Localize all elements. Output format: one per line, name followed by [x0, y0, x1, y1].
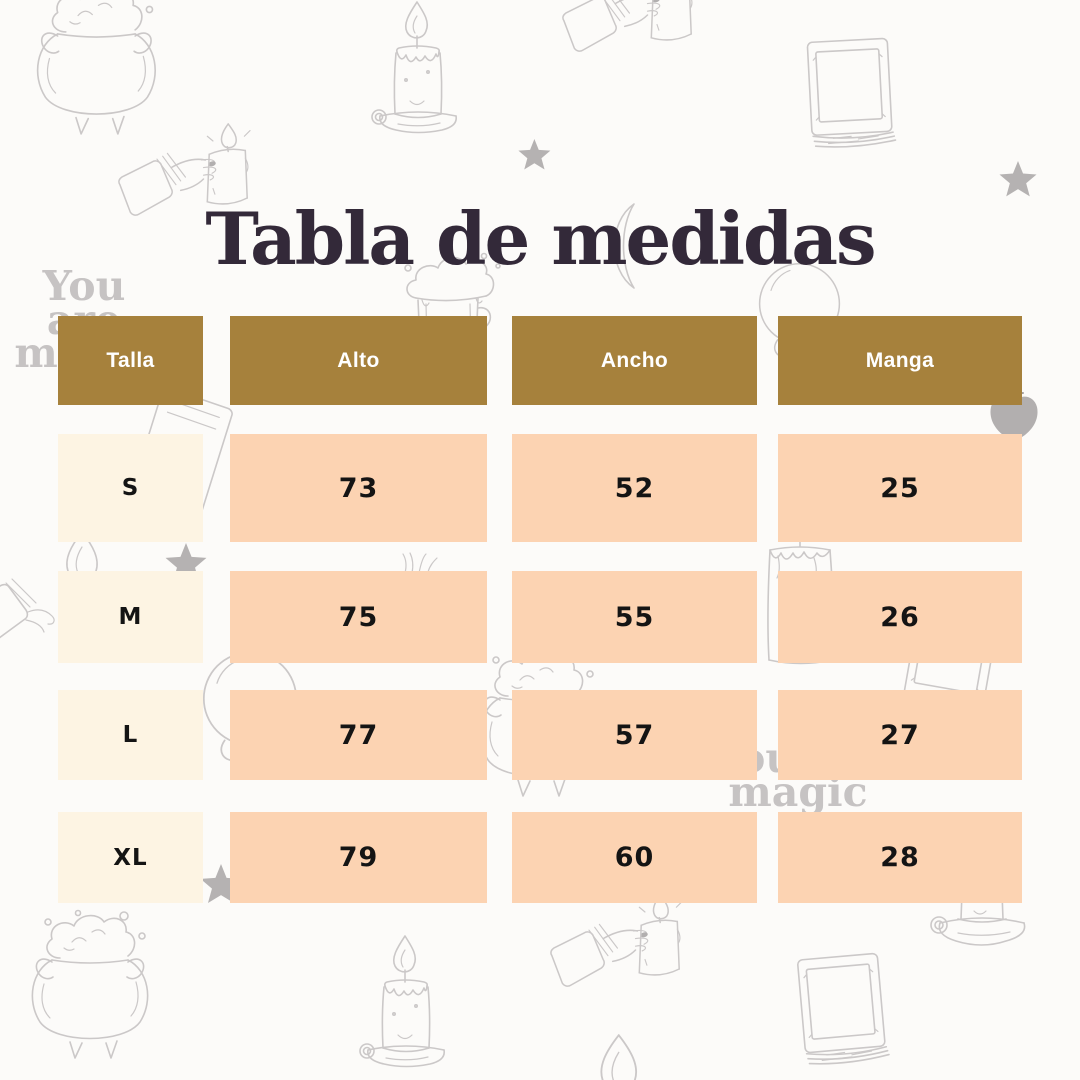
- cell-s-alto: 73: [230, 434, 487, 542]
- cell-m-talla: M: [58, 571, 203, 663]
- cell-m-manga: 26: [778, 571, 1022, 663]
- header-cell-manga: Manga: [778, 316, 1022, 405]
- grass-icon: [402, 552, 438, 574]
- header-cell-alto: Alto: [230, 316, 487, 405]
- book-icon: [796, 952, 891, 1067]
- cell-l-ancho: 57: [512, 690, 757, 780]
- cell-l-talla: L: [58, 690, 203, 780]
- header-cell-ancho: Ancho: [512, 316, 757, 405]
- cell-xl-manga: 28: [778, 812, 1022, 903]
- cell-m-ancho: 55: [512, 571, 757, 663]
- cell-s-ancho: 52: [512, 434, 757, 542]
- hand-candle-icon: [550, 894, 683, 987]
- hand-candle-icon: [562, 0, 695, 52]
- header-cell-talla: Talla: [58, 316, 203, 405]
- cell-l-alto: 77: [230, 690, 487, 780]
- cell-s-talla: S: [58, 434, 203, 542]
- cauldron-icon: [31, 909, 149, 1059]
- cauldron-icon: [36, 0, 156, 135]
- star-icon: [517, 138, 552, 171]
- cell-l-manga: 27: [778, 690, 1022, 780]
- candle-icon: [359, 935, 446, 1068]
- star-icon: [998, 160, 1038, 198]
- book-icon: [806, 37, 897, 150]
- cell-xl-talla: XL: [58, 812, 203, 903]
- flame-icon: [600, 1034, 638, 1080]
- cell-xl-ancho: 60: [512, 812, 757, 903]
- sleeve-icon: [0, 578, 55, 644]
- cell-m-alto: 75: [230, 571, 487, 663]
- cell-s-manga: 25: [778, 434, 1022, 542]
- candle-icon: [371, 1, 458, 134]
- page-title: Tabla de medidas: [205, 196, 876, 281]
- cell-xl-alto: 79: [230, 812, 487, 903]
